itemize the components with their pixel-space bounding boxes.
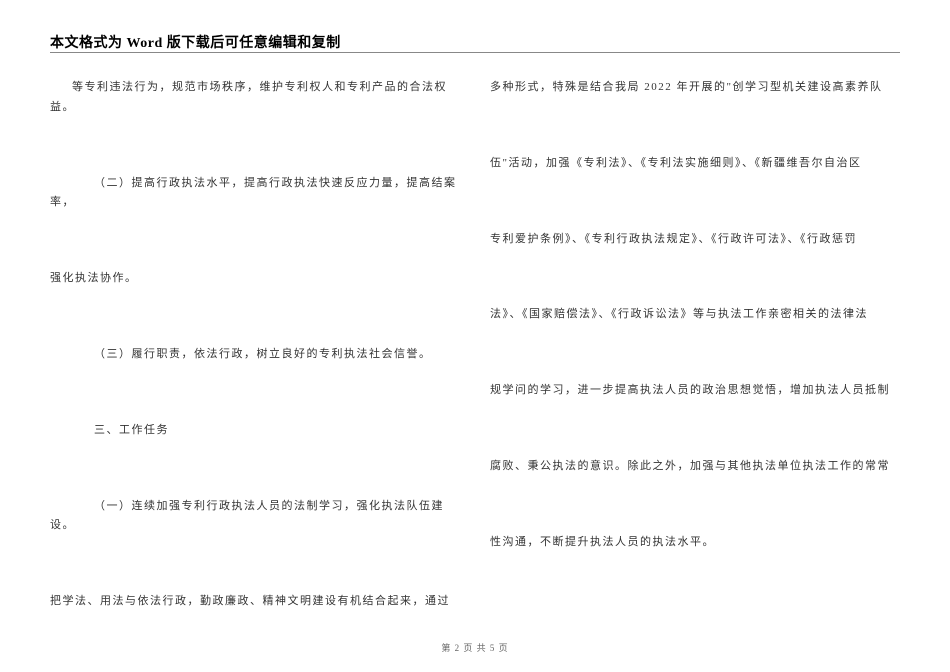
paragraph: （一）连续加强专利行政执法人员的法制学习，强化执法队伍建设。: [50, 497, 460, 537]
paragraph: 法》、《国家赔偿法》、《行政诉讼法》等与执法工作亲密相关的法律法: [490, 305, 900, 325]
paragraph: （三）履行职责，依法行政，树立良好的专利执法社会信誉。: [50, 345, 460, 365]
paragraph: （二）提高行政执法水平，提高行政执法快速反应力量，提高结案率，: [50, 174, 460, 214]
paragraph: 规学问的学习，进一步提高执法人员的政治思想觉悟，增加执法人员抵制: [490, 381, 900, 401]
paragraph: 多种形式，特殊是结合我局 2022 年开展的"创学习型机关建设高素养队: [490, 78, 900, 98]
paragraph: 专利爱护条例》、《专利行政执法规定》、《行政许可法》、《行政惩罚: [490, 230, 900, 250]
paragraph: 伍"活动，加强《专利法》、《专利法实施细则》、《新疆维吾尔自治区: [490, 154, 900, 174]
paragraph: 性沟通，不断提升执法人员的执法水平。: [490, 533, 900, 553]
paragraph: 三、工作任务: [50, 421, 460, 441]
title-underline: [50, 52, 900, 53]
paragraph: 强化执法协作。: [50, 269, 460, 289]
page-footer: 第 2 页 共 5 页: [0, 641, 950, 654]
paragraph: 把学法、用法与依法行政，勤政廉政、精神文明建设有机结合起来，通过: [50, 592, 460, 612]
page-title: 本文格式为 Word 版下载后可任意编辑和复制: [50, 32, 341, 52]
column-right: 多种形式，特殊是结合我局 2022 年开展的"创学习型机关建设高素养队 伍"活动…: [490, 78, 900, 609]
paragraph: 等专利违法行为，规范市场秩序，维护专利权人和专利产品的合法权益。: [50, 78, 460, 118]
column-left: 等专利违法行为，规范市场秩序，维护专利权人和专利产品的合法权益。 （二）提高行政…: [50, 78, 460, 668]
paragraph: 腐败、秉公执法的意识。除此之外，加强与其他执法单位执法工作的常常: [490, 457, 900, 477]
content-area: 等专利违法行为，规范市场秩序，维护专利权人和专利产品的合法权益。 （二）提高行政…: [50, 78, 900, 608]
